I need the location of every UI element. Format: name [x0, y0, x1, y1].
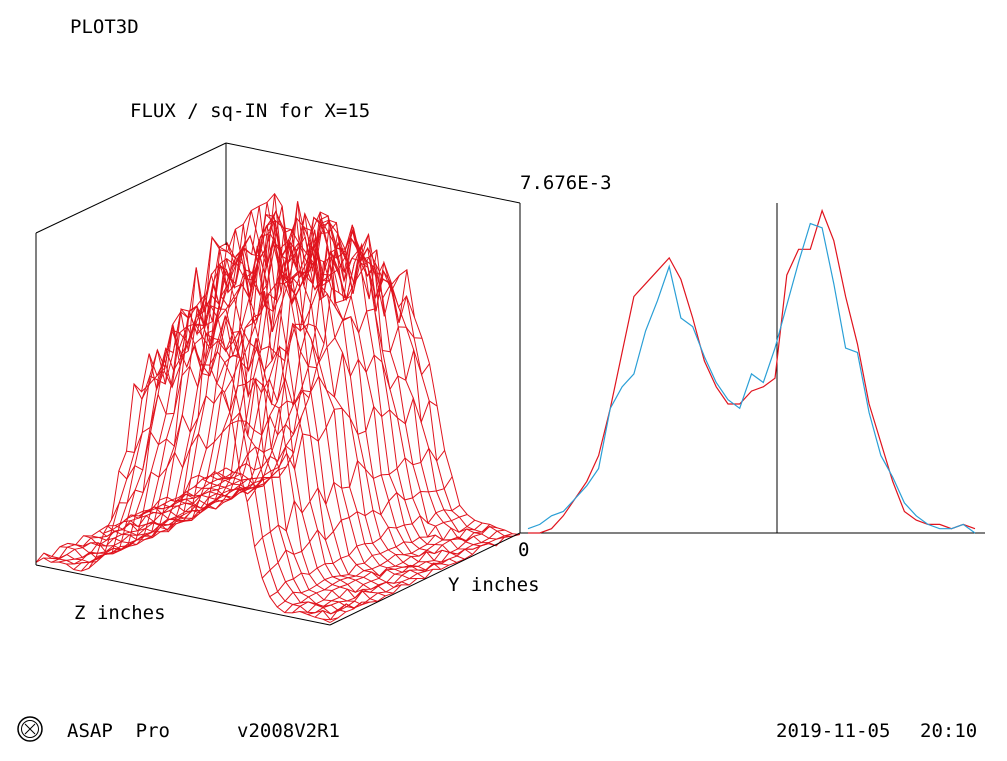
box-edge — [36, 143, 226, 233]
surface-col-line — [127, 317, 317, 452]
footer-product: ASAP Pro — [67, 722, 170, 741]
surface-col-line — [59, 479, 249, 562]
surface-row-line — [60, 306, 354, 611]
profile-series-blue — [528, 224, 975, 534]
surface-plot — [36, 194, 520, 623]
surface-col-line — [232, 309, 422, 436]
footer-date: 2019-11-05 — [776, 722, 890, 741]
breault-logo-icon — [16, 715, 44, 743]
profile-plot — [520, 203, 985, 533]
footer-version: v2008V2R1 — [237, 722, 340, 741]
surface-row-line — [194, 231, 488, 546]
surface-col-line — [247, 398, 437, 502]
box-edge — [226, 143, 520, 203]
surface-col-line — [270, 505, 460, 596]
box-edge — [36, 565, 330, 625]
surface-row-line — [76, 265, 370, 605]
surface-col-line — [81, 478, 271, 572]
profile-series-red — [528, 211, 975, 533]
surface-row-line — [84, 259, 378, 602]
surface-col-line — [51, 474, 241, 563]
surface-col-line — [292, 523, 482, 613]
footer-time: 20:10 — [920, 722, 977, 741]
